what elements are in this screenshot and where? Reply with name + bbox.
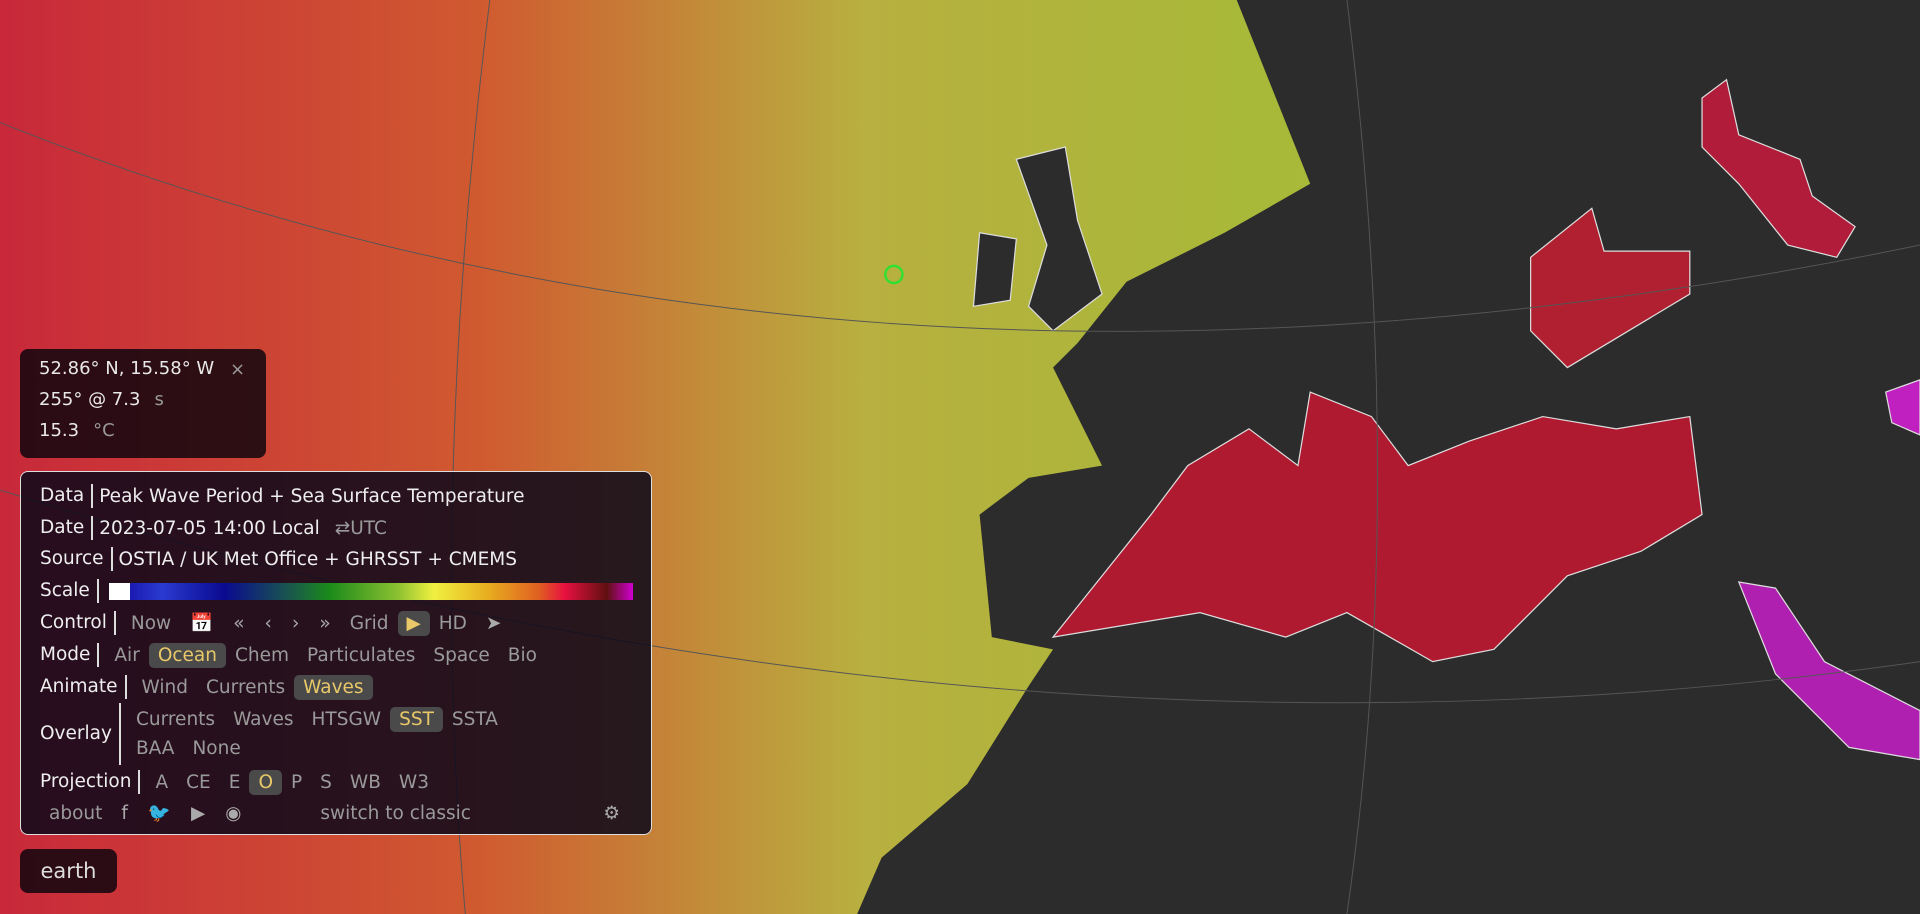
hd-button[interactable]: HD bbox=[438, 612, 467, 634]
twitter-icon[interactable]: 🐦 bbox=[147, 803, 171, 824]
gear-icon[interactable]: ⚙ bbox=[603, 802, 620, 824]
overlay-none[interactable]: None bbox=[192, 738, 241, 759]
overlay-waves[interactable]: Waves bbox=[233, 709, 294, 730]
animate-waves[interactable]: Waves bbox=[294, 674, 373, 700]
animate-label: Animate bbox=[40, 675, 127, 699]
source-label: Source bbox=[40, 547, 113, 571]
back-fast-button[interactable]: « bbox=[233, 612, 245, 634]
mode-chem[interactable]: Chem bbox=[235, 644, 290, 666]
location-info-box: 52.86° N, 15.58° W × 255° @ 7.3 s 15.3 °C bbox=[20, 349, 266, 458]
projection-o[interactable]: O bbox=[249, 769, 283, 795]
date-label: Date bbox=[40, 516, 94, 540]
mode-air[interactable]: Air bbox=[114, 644, 140, 666]
animate-wind[interactable]: Wind bbox=[141, 676, 189, 698]
earth-menu-button[interactable]: earth bbox=[20, 849, 117, 893]
facebook-icon[interactable]: f bbox=[121, 802, 128, 824]
date-value[interactable]: 2023-07-05 14:00 Local bbox=[99, 517, 320, 539]
overlay-baa[interactable]: BAA bbox=[135, 738, 175, 759]
source-value: OSTIA / UK Met Office + GHRSST + CMEMS bbox=[118, 548, 517, 570]
overlay-currents[interactable]: Currents bbox=[135, 709, 216, 730]
mode-particulates[interactable]: Particulates bbox=[307, 644, 416, 666]
mode-bio[interactable]: Bio bbox=[507, 644, 537, 666]
control-label: Control bbox=[40, 611, 116, 635]
temp-value: 15.3 bbox=[39, 420, 80, 441]
overlay-htsgw[interactable]: HTSGW bbox=[311, 709, 382, 730]
back-button[interactable]: ‹ bbox=[264, 612, 272, 634]
menu-panel: Data Peak Wave Period + Sea Surface Tempe… bbox=[20, 471, 652, 835]
location-marker bbox=[884, 264, 904, 285]
projection-label: Projection bbox=[40, 770, 141, 794]
temp-unit[interactable]: °C bbox=[93, 420, 115, 441]
location-arrow-icon[interactable]: ➤ bbox=[485, 612, 502, 634]
instagram-icon[interactable]: ◉ bbox=[225, 802, 242, 824]
uk-ireland-land bbox=[972, 146, 1103, 332]
close-icon[interactable]: × bbox=[230, 359, 246, 380]
color-scale-bar[interactable] bbox=[108, 582, 633, 600]
switch-to-classic-link[interactable]: switch to classic bbox=[320, 802, 471, 824]
mode-label: Mode bbox=[40, 643, 100, 667]
about-link[interactable]: about bbox=[49, 802, 103, 824]
projection-s[interactable]: S bbox=[320, 771, 332, 793]
projection-w3[interactable]: W3 bbox=[398, 771, 429, 793]
utc-toggle[interactable]: ⇄UTC bbox=[334, 517, 387, 539]
projection-e[interactable]: E bbox=[228, 771, 241, 793]
youtube-icon[interactable]: ▶ bbox=[190, 802, 206, 824]
overlay-sst[interactable]: SST bbox=[390, 707, 443, 732]
scale-label: Scale bbox=[40, 579, 99, 603]
grid-button[interactable]: Grid bbox=[349, 612, 389, 634]
calendar-icon[interactable]: 📅 bbox=[190, 613, 214, 634]
wave-unit[interactable]: s bbox=[154, 389, 164, 410]
wave-value: 255° @ 7.3 bbox=[39, 389, 141, 410]
mode-ocean[interactable]: Ocean bbox=[148, 642, 226, 668]
projection-ce[interactable]: CE bbox=[186, 771, 211, 793]
play-button[interactable]: ▶ bbox=[397, 610, 430, 636]
overlay-label: Overlay bbox=[40, 703, 121, 765]
forward-button[interactable]: › bbox=[291, 612, 300, 634]
now-button[interactable]: Now bbox=[130, 612, 172, 634]
overlay-ssta[interactable]: SSTA bbox=[451, 709, 498, 730]
data-label: Data bbox=[40, 484, 94, 508]
forward-fast-button[interactable]: » bbox=[319, 612, 331, 634]
projection-a[interactable]: A bbox=[155, 771, 169, 793]
coordinates: 52.86° N, 15.58° W bbox=[39, 358, 215, 379]
mode-space[interactable]: Space bbox=[433, 644, 490, 666]
animate-currents[interactable]: Currents bbox=[206, 676, 286, 698]
projection-wb[interactable]: WB bbox=[349, 771, 381, 793]
projection-p[interactable]: P bbox=[291, 771, 303, 793]
data-value: Peak Wave Period + Sea Surface Temperatu… bbox=[99, 485, 525, 507]
